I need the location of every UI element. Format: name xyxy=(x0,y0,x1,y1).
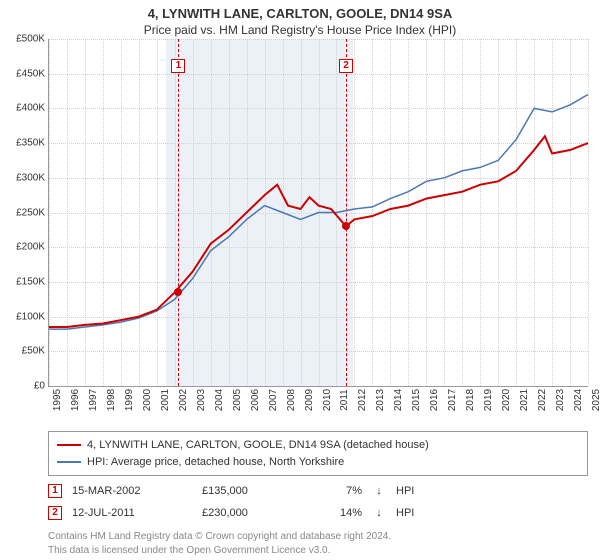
x-axis-label: 1996 xyxy=(67,389,81,411)
sale-source: HPI xyxy=(396,507,414,519)
sale-pct: 7% xyxy=(312,485,362,497)
y-axis-label: £0 xyxy=(34,381,49,392)
page-subtitle: Price paid vs. HM Land Registry's House … xyxy=(0,21,600,37)
x-axis-label: 2016 xyxy=(426,389,440,411)
y-axis-label: £100K xyxy=(16,311,49,322)
x-axis-label: 2010 xyxy=(319,389,333,411)
legend-label: HPI: Average price, detached house, Nort… xyxy=(87,454,344,471)
y-axis-label: £300K xyxy=(16,172,49,183)
y-axis-label: £200K xyxy=(16,242,49,253)
sale-source: HPI xyxy=(396,485,414,497)
down-arrow-icon: ↓ xyxy=(372,507,386,519)
footer-line-2: This data is licensed under the Open Gov… xyxy=(48,544,588,558)
y-axis-label: £450K xyxy=(16,68,49,79)
x-axis-label: 1998 xyxy=(103,389,117,411)
y-axis-label: £250K xyxy=(16,207,49,218)
x-axis-label: 2022 xyxy=(534,389,548,411)
sale-badge: 2 xyxy=(48,506,62,520)
y-axis-label: £150K xyxy=(16,276,49,287)
x-axis-label: 2003 xyxy=(193,389,207,411)
down-arrow-icon: ↓ xyxy=(372,485,386,497)
sale-pct: 14% xyxy=(312,507,362,519)
x-axis-label: 2008 xyxy=(283,389,297,411)
legend-label: 4, LYNWITH LANE, CARLTON, GOOLE, DN14 9S… xyxy=(87,437,429,454)
price-chart: £0£50K£100K£150K£200K£250K£300K£350K£400… xyxy=(48,39,588,387)
x-axis-label: 2009 xyxy=(301,389,315,411)
x-axis-label: 2011 xyxy=(336,389,350,411)
x-axis-label: 2002 xyxy=(175,389,189,411)
sale-row: 2 12-JUL-2011 £230,000 14% ↓ HPI xyxy=(48,506,588,520)
x-axis-label: 2005 xyxy=(229,389,243,411)
x-axis-label: 2012 xyxy=(354,389,368,411)
x-axis-label: 2018 xyxy=(462,389,476,411)
x-axis-label: 1995 xyxy=(49,389,63,411)
x-axis-label: 2021 xyxy=(516,389,530,411)
gridline xyxy=(588,39,589,386)
x-axis-label: 2006 xyxy=(247,389,261,411)
sale-badge: 1 xyxy=(48,484,62,498)
legend-swatch xyxy=(57,444,81,446)
x-axis-label: 2024 xyxy=(570,389,584,411)
x-axis-label: 2007 xyxy=(265,389,279,411)
legend: 4, LYNWITH LANE, CARLTON, GOOLE, DN14 9S… xyxy=(48,431,588,476)
legend-item: HPI: Average price, detached house, Nort… xyxy=(57,454,579,471)
series-hpi xyxy=(49,95,588,330)
sale-date: 15-MAR-2002 xyxy=(72,485,192,497)
x-axis-label: 1999 xyxy=(121,389,135,411)
x-axis-label: 2017 xyxy=(444,389,458,411)
footer-line-1: Contains HM Land Registry data © Crown c… xyxy=(48,530,588,544)
series-property xyxy=(49,136,588,327)
footer: Contains HM Land Registry data © Crown c… xyxy=(48,530,588,557)
x-axis-label: 2015 xyxy=(408,389,422,411)
x-axis-label: 2000 xyxy=(139,389,153,411)
x-axis-label: 2001 xyxy=(157,389,171,411)
page-title: 4, LYNWITH LANE, CARLTON, GOOLE, DN14 9S… xyxy=(0,6,600,21)
y-axis-label: £400K xyxy=(16,103,49,114)
sale-dot xyxy=(174,288,182,296)
legend-swatch xyxy=(57,461,81,463)
sale-price: £230,000 xyxy=(202,507,302,519)
x-axis-label: 2025 xyxy=(588,389,600,411)
x-axis-label: 2023 xyxy=(552,389,566,411)
y-axis-label: £500K xyxy=(16,34,49,45)
sale-row: 1 15-MAR-2002 £135,000 7% ↓ HPI xyxy=(48,484,588,498)
sale-date: 12-JUL-2011 xyxy=(72,507,192,519)
legend-item: 4, LYNWITH LANE, CARLTON, GOOLE, DN14 9S… xyxy=(57,437,579,454)
x-axis-label: 2014 xyxy=(390,389,404,411)
x-axis-label: 2019 xyxy=(480,389,494,411)
x-axis-label: 2004 xyxy=(211,389,225,411)
y-axis-label: £350K xyxy=(16,138,49,149)
sale-dot xyxy=(342,222,350,230)
y-axis-label: £50K xyxy=(22,346,49,357)
x-axis-label: 2020 xyxy=(498,389,512,411)
x-axis-label: 2013 xyxy=(372,389,386,411)
x-axis-label: 1997 xyxy=(85,389,99,411)
sale-price: £135,000 xyxy=(202,485,302,497)
